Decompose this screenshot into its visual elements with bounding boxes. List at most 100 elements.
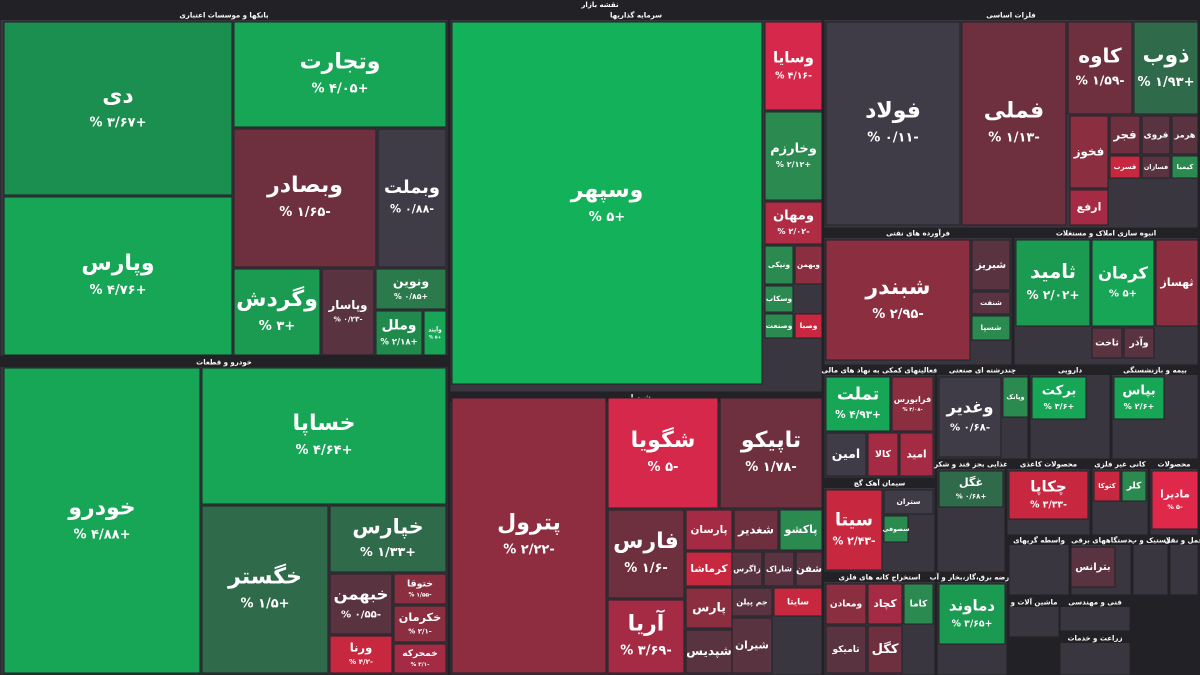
stock-tile <box>825 376 891 432</box>
stock-name: وپانک <box>1006 393 1024 401</box>
stock-name: شبندر <box>865 275 931 300</box>
stock-name: وآذر <box>1128 337 1148 349</box>
stock-change: +۳ % <box>259 319 295 334</box>
stock-name: وپارس <box>81 251 154 276</box>
sector-header <box>1007 459 1090 469</box>
stock-change: -۲/۰۲ % <box>777 226 809 236</box>
stock-tile <box>321 268 375 356</box>
stock-tile <box>607 599 685 674</box>
stock-change: +۰/۶۸ % <box>956 492 987 500</box>
stock-name: پارس <box>692 600 726 615</box>
stock-name: کاما <box>910 600 928 610</box>
stock-name: کچاد <box>873 597 897 610</box>
sector-header <box>0 10 448 20</box>
sector-header <box>937 572 1007 582</box>
stock-tile <box>1113 376 1165 420</box>
sector-name: فلزات اساسی <box>986 12 1036 20</box>
sector-name: خودرو و قطعات <box>196 359 252 367</box>
stock-tile <box>1123 327 1155 359</box>
sector-header <box>1009 535 1069 545</box>
stock-tile <box>883 489 934 515</box>
stock-name: ارفع <box>1077 201 1102 214</box>
stock-change: -۲/۲۲ % <box>503 542 555 557</box>
sector-header <box>824 10 1198 20</box>
stock-name: وسایا <box>773 48 814 66</box>
stock-tile <box>938 470 1004 508</box>
sector: دارویی برکت +۳/۶ % <box>1029 364 1111 460</box>
stock-change: +۴/۰۵ % <box>311 81 368 96</box>
stock-tile <box>1141 115 1171 155</box>
stock-name: ذوب <box>1142 43 1189 68</box>
stock-change: -۳/۱ % <box>411 662 430 668</box>
stock-name: پاکشو <box>784 523 818 536</box>
stock-name: دی <box>102 83 133 108</box>
stock-tile <box>961 21 1067 226</box>
stock-tile <box>1151 470 1199 530</box>
sector: شیمیاییپترول-۲/۲۲ %شگویا-۵ %تاپیکو-۱/۷۸ … <box>449 391 823 675</box>
stock-name: بپاس <box>1122 383 1155 398</box>
stock-name: خبهمن <box>334 585 389 604</box>
stock-tile <box>1031 376 1087 420</box>
stock-name: شگویا <box>631 426 696 453</box>
stock-change: +۱/۳۳ % <box>360 545 416 560</box>
stock-tile <box>764 201 823 245</box>
stock-tile <box>867 625 903 674</box>
stock-name: پترول <box>497 510 561 535</box>
sector-name: دارویی <box>1058 367 1082 375</box>
stock-tile <box>393 605 447 643</box>
stock-tile <box>764 313 794 339</box>
stock-tile <box>867 432 899 477</box>
sector-name: فنی و مهندسی <box>1068 599 1122 607</box>
sector: لاستیک و پ <box>1130 534 1171 596</box>
stock-change: +۱/۹۳ % <box>1137 75 1194 90</box>
sector: سیمان آهک گچ سیتا -۲/۴۳ % ستران سصوفی <box>823 477 936 573</box>
stock-tile <box>1002 376 1029 418</box>
stock-name: مادیرا <box>1160 488 1190 500</box>
stock-name: وبهمن <box>797 260 820 269</box>
sector-header <box>1112 365 1198 375</box>
sector: بانکها و موسسات اعتباری دی +۳/۶۷ % وپارس +۴/… <box>0 9 449 357</box>
sector-header <box>937 459 1005 469</box>
stock-tile <box>867 583 903 625</box>
stock-name: وسپهر <box>570 178 644 203</box>
stock-tile <box>899 432 934 477</box>
stock-name: غگل <box>959 475 983 489</box>
stock-change: -۰/۵۵ % <box>341 610 381 621</box>
stock-name: فسازان <box>1144 164 1168 171</box>
stock-tile <box>3 21 233 196</box>
stock-tile <box>1008 470 1089 520</box>
stock-name: جم پیلن <box>736 598 768 607</box>
stock-tile <box>1070 546 1116 588</box>
stock-change: -۳/۰۸ % <box>902 407 922 413</box>
stock-name: فملی <box>984 98 1044 123</box>
stock-name: خمحرکه <box>402 649 437 659</box>
sector-header <box>1133 535 1168 545</box>
stock-change: -۴/۱۶ % <box>775 70 812 81</box>
stock-change: +۵ % <box>589 210 625 225</box>
stock-tile <box>1109 115 1141 155</box>
sector-name: زراعت و خدمات <box>1068 635 1123 643</box>
sector-header <box>824 478 935 488</box>
sector-header <box>1071 535 1131 545</box>
sector: غذایی بجز قند و شکر غگل +۰/۶۸ % <box>933 458 1008 573</box>
stock-name: تامیکو <box>831 645 859 655</box>
stock-tile <box>1155 239 1199 327</box>
sector-header <box>1170 535 1198 545</box>
stock-tile <box>773 587 823 617</box>
stock-name: وملل <box>382 317 417 333</box>
stock-tile <box>201 367 447 505</box>
map-title: نقشه بازار <box>580 1 619 9</box>
stock-tile <box>1171 115 1199 155</box>
stock-name: شپدیس <box>686 644 731 658</box>
stock-name: برکت <box>1042 383 1077 398</box>
stock-name: وصبا <box>800 321 818 330</box>
stock-tile <box>794 313 823 339</box>
sector-name: غذایی بجز قند و شکر <box>933 461 1008 469</box>
stock-tile <box>719 397 823 509</box>
stock-tile <box>971 291 1011 315</box>
stock-tile <box>825 239 971 361</box>
sector-name: سرمایه گذاریها <box>610 11 662 20</box>
stock-change: -۲/۹۵ % <box>872 307 924 322</box>
stock-change: +۲/۰۲ % <box>1027 288 1080 302</box>
stock-tile <box>795 551 823 587</box>
